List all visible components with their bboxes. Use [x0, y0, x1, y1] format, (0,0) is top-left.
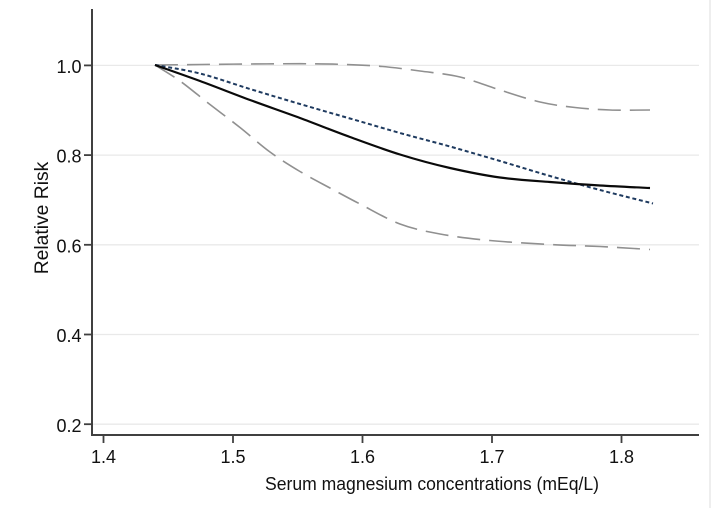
svg-text:1.0: 1.0	[56, 57, 81, 77]
svg-text:0.6: 0.6	[56, 236, 81, 256]
svg-text:1.8: 1.8	[609, 447, 634, 467]
svg-text:1.6: 1.6	[350, 447, 375, 467]
svg-text:0.8: 0.8	[56, 147, 81, 167]
svg-text:0.2: 0.2	[56, 416, 81, 436]
svg-text:Relative Risk: Relative Risk	[32, 161, 53, 274]
svg-text:0.4: 0.4	[56, 326, 81, 346]
svg-text:1.7: 1.7	[479, 447, 504, 467]
svg-text:Serum magnesium concentrations: Serum magnesium concentrations (mEq/L)	[265, 474, 599, 494]
svg-text:1.5: 1.5	[220, 447, 245, 467]
svg-text:1.4: 1.4	[91, 447, 116, 467]
